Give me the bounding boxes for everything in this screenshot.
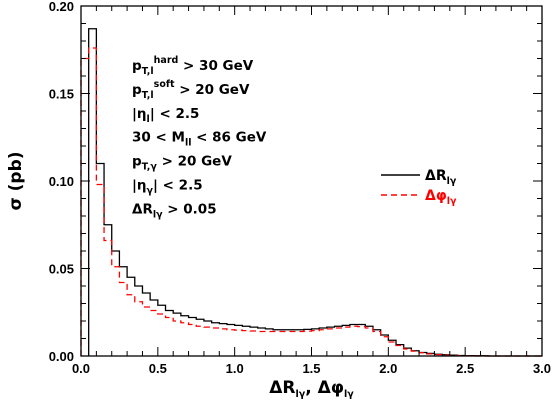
y-tick-label: 0.05 — [49, 262, 74, 277]
x-tick-label: 1.0 — [226, 361, 244, 376]
x-axis-title: ΔRlγ, Δφlγ — [269, 378, 354, 400]
plot-frame — [80, 5, 543, 357]
x-tick-label: 1.5 — [302, 361, 320, 376]
cut-annotation: pT,lhard > 30 GeV — [132, 55, 254, 77]
legend-label: Δφlγ — [425, 188, 457, 207]
series-line-0 — [88, 28, 542, 357]
x-tick-label: 2.0 — [379, 361, 397, 376]
y-tick-label: 0.00 — [49, 349, 74, 364]
labels-layer: 0.0 0.5 1.0 1.5 2.0 2.5 3.0 0.00 0.05 0.10 0.15 0.2… — [6, 0, 551, 400]
x-tick-label: 0.0 — [72, 361, 90, 376]
y-tick-label: 0.15 — [49, 87, 74, 102]
cut-annotation: pT,lsoft > 20 GeV — [132, 79, 250, 101]
x-tick-label: 3.0 — [533, 361, 551, 376]
series-line-1 — [80, 47, 542, 357]
cut-annotation: |ηγ| < 2.5 — [132, 178, 203, 197]
cut-annotation: 30 < Mll < 86 GeV — [132, 130, 267, 149]
series-layer — [80, 28, 542, 357]
legend-label: ΔRlγ — [425, 168, 457, 187]
ticks-layer — [80, 5, 543, 357]
y-tick-label: 0.10 — [49, 174, 74, 189]
x-tick-label: 2.5 — [456, 361, 474, 376]
cut-annotation: pT,γ > 20 GeV — [132, 154, 232, 173]
cut-annotation: ΔRlγ > 0.05 — [132, 201, 217, 220]
cut-annotation: |ηl| < 2.5 — [132, 106, 199, 125]
y-axis-title: σ (pb) — [6, 151, 26, 210]
x-tick-label: 0.5 — [149, 361, 167, 376]
y-tick-label: 0.20 — [49, 0, 74, 14]
